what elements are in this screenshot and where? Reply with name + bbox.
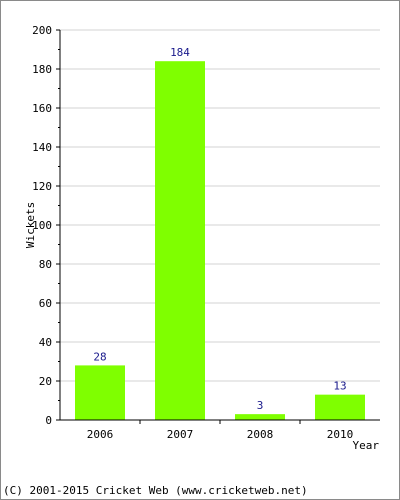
data-labels: 28 184 3 13 — [93, 46, 346, 412]
bar-2008 — [235, 414, 285, 420]
x-tick-label: 2007 — [167, 428, 194, 441]
axes — [56, 29, 380, 424]
bars — [75, 61, 365, 420]
x-tick-label: 2008 — [247, 428, 274, 441]
data-label: 13 — [333, 380, 346, 393]
bar-2010 — [315, 394, 365, 420]
y-tick-label: 80 — [39, 258, 52, 271]
y-tick-label: 140 — [32, 141, 52, 154]
y-tick-label: 180 — [32, 63, 52, 76]
x-tick-label: 2010 — [327, 428, 354, 441]
copyright-footer: (C) 2001-2015 Cricket Web (www.cricketwe… — [3, 484, 308, 497]
y-axis-title: Wickets — [24, 202, 37, 248]
data-label: 3 — [257, 399, 264, 412]
y-tick-label: 0 — [45, 414, 52, 427]
gridlines — [60, 29, 380, 382]
y-tick-labels: 0 20 40 60 80 100 120 140 160 180 200 — [32, 24, 52, 427]
y-tick-label: 160 — [32, 102, 52, 115]
x-axis-title: Year — [353, 439, 380, 452]
x-tick-label: 2006 — [87, 428, 114, 441]
bar-2006 — [75, 365, 125, 420]
x-tick-labels: 2006 2007 2008 2010 — [87, 428, 354, 441]
y-tick-label: 40 — [39, 336, 52, 349]
y-tick-label: 200 — [32, 24, 52, 37]
y-tick-label: 20 — [39, 375, 52, 388]
bar-2007 — [155, 61, 205, 420]
y-tick-label: 100 — [32, 219, 52, 232]
data-label: 28 — [93, 350, 106, 363]
y-tick-label: 60 — [39, 297, 52, 310]
y-tick-label: 120 — [32, 180, 52, 193]
data-label: 184 — [170, 46, 190, 59]
